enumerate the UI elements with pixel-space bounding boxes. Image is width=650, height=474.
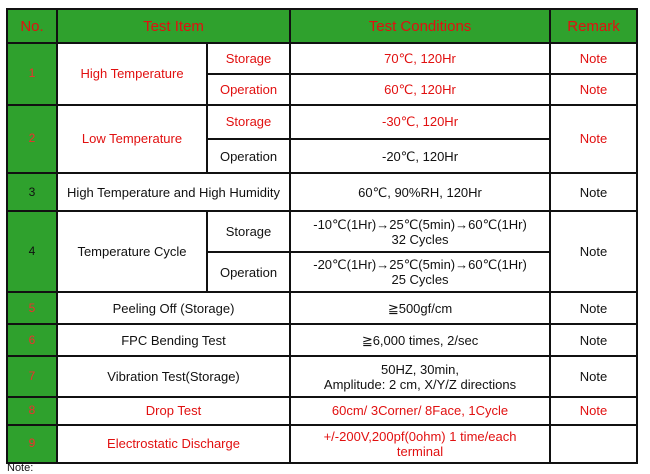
header-test-conditions: Test Conditions bbox=[289, 7, 552, 45]
test-item: Vibration Test(Storage) bbox=[55, 355, 292, 398]
table-row: 7 Vibration Test(Storage) 50HZ, 30min, A… bbox=[6, 355, 639, 398]
table-row: Operation -20℃(1Hr)→25℃(5min)→60℃(1Hr) 2… bbox=[7, 250, 637, 294]
remark: Note bbox=[549, 355, 639, 398]
reliability-test-table: No. Test Item Test Conditions Remark 1 H… bbox=[6, 7, 639, 465]
test-item: Temperature Cycle bbox=[56, 210, 208, 294]
test-condition: 50HZ, 30min, Amplitude: 2 cm, X/Y/Z dire… bbox=[289, 355, 552, 398]
condition-line: Amplitude: 2 cm, X/Y/Z directions bbox=[323, 376, 517, 392]
remark: Note bbox=[549, 103, 639, 175]
test-item: FPC Bending Test bbox=[55, 323, 292, 358]
condition-line: 25 Cycles bbox=[391, 272, 449, 288]
test-condition: -20℃, 120Hr bbox=[289, 137, 552, 175]
footer-note: Note: bbox=[7, 462, 34, 474]
test-item: Electrostatic Discharge bbox=[55, 423, 292, 465]
remark: Note bbox=[549, 42, 639, 75]
table-row: 3 High Temperature and High Humidity 60℃… bbox=[6, 172, 639, 213]
remark: Note bbox=[549, 395, 639, 426]
condition-line: -20℃(1Hr)→25℃(5min)→60℃(1Hr) bbox=[313, 257, 527, 273]
test-condition: -30℃, 120Hr bbox=[289, 103, 552, 140]
row-number: 3 bbox=[6, 172, 58, 213]
test-mode: Storage bbox=[205, 42, 292, 75]
table-row: 9 Electrostatic Discharge +/-200V,200pf(… bbox=[6, 423, 639, 465]
test-mode: Storage bbox=[205, 210, 292, 253]
row-number: 4 bbox=[6, 210, 58, 294]
table-row: 4 Temperature Cycle Storage -10℃(1Hr)→25… bbox=[6, 210, 639, 294]
remark: Note bbox=[549, 172, 639, 213]
table-row: 1 High Temperature Storage 70℃, 120Hr No… bbox=[6, 42, 639, 106]
test-item: High Temperature and High Humidity bbox=[55, 172, 292, 213]
row-number: 7 bbox=[6, 355, 58, 398]
condition-line: 50HZ, 30min, bbox=[380, 361, 460, 377]
test-condition: 60cm/ 3Corner/ 8Face, 1Cycle bbox=[289, 395, 552, 426]
row-number: 1 bbox=[6, 42, 58, 106]
test-condition: 60℃, 120Hr bbox=[289, 72, 552, 106]
test-mode: Operation bbox=[205, 250, 292, 294]
test-condition: 70℃, 120Hr bbox=[289, 42, 552, 75]
test-condition: -20℃(1Hr)→25℃(5min)→60℃(1Hr) 25 Cycles bbox=[289, 250, 552, 294]
test-condition: +/-200V,200pf(0ohm) 1 time/each terminal bbox=[289, 423, 552, 465]
test-item: High Temperature bbox=[56, 42, 208, 106]
test-item: Low Temperature bbox=[56, 103, 208, 175]
header-remark: Remark bbox=[549, 7, 639, 45]
table-row: 2 Low Temperature Storage -30℃, 120Hr No… bbox=[6, 103, 639, 175]
condition-line: -10℃(1Hr)→25℃(5min)→60℃(1Hr) bbox=[313, 216, 527, 232]
test-condition: -10℃(1Hr)→25℃(5min)→60℃(1Hr) 32 Cycles bbox=[289, 210, 552, 253]
table-row: Operation 60℃, 120Hr Note bbox=[7, 72, 639, 106]
remark: Note bbox=[549, 72, 639, 106]
table-row: 6 FPC Bending Test ≧6,000 times, 2/sec N… bbox=[6, 323, 639, 358]
header-test-item: Test Item bbox=[55, 7, 292, 45]
header-no: No. bbox=[6, 7, 58, 45]
test-mode: Operation bbox=[205, 137, 292, 175]
table-row: Operation -20℃, 120Hr bbox=[7, 137, 637, 175]
test-item: Peeling Off (Storage) bbox=[55, 291, 292, 326]
test-condition: ≧6,000 times, 2/sec bbox=[289, 323, 552, 358]
test-mode: Storage bbox=[205, 103, 292, 140]
remark bbox=[549, 423, 639, 465]
test-condition: 60℃, 90%RH, 120Hr bbox=[289, 172, 552, 213]
row-number: 9 bbox=[6, 423, 58, 465]
remark: Note bbox=[549, 210, 639, 294]
row-number: 2 bbox=[6, 103, 58, 175]
row-number: 5 bbox=[6, 291, 58, 326]
test-condition: ≧500gf/cm bbox=[289, 291, 552, 326]
test-item: Drop Test bbox=[55, 395, 292, 426]
test-mode: Operation bbox=[205, 72, 292, 106]
condition-line: terminal bbox=[396, 443, 444, 459]
remark: Note bbox=[549, 291, 639, 326]
table-row: 8 Drop Test 60cm/ 3Corner/ 8Face, 1Cycle… bbox=[6, 395, 639, 426]
condition-line: 32 Cycles bbox=[391, 231, 449, 247]
row-number: 8 bbox=[6, 395, 58, 426]
table-row: 5 Peeling Off (Storage) ≧500gf/cm Note bbox=[6, 291, 639, 326]
remark: Note bbox=[549, 323, 639, 358]
condition-line: +/-200V,200pf(0ohm) 1 time/each bbox=[323, 428, 517, 444]
row-number: 6 bbox=[6, 323, 58, 358]
header-row: No. Test Item Test Conditions Remark bbox=[6, 7, 639, 45]
